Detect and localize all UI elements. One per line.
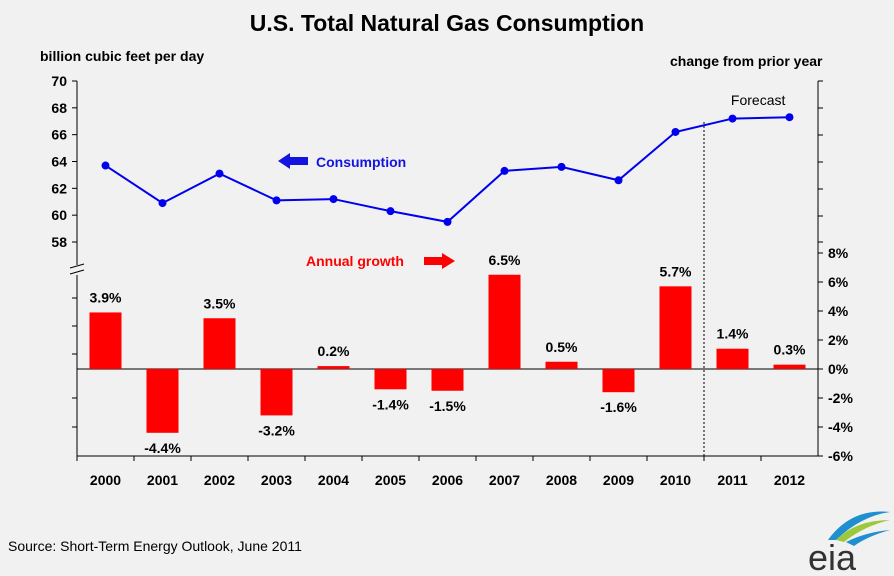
- left-tick-label: 70: [51, 73, 67, 89]
- right-tick-label: 6%: [828, 274, 849, 290]
- right-tick-label: -2%: [828, 390, 853, 406]
- eia-logo: eia: [808, 511, 890, 574]
- forecast-label: Forecast: [731, 92, 786, 108]
- growth-label-2005: -1.4%: [372, 396, 409, 412]
- growth-annotation: Annual growth: [306, 253, 404, 269]
- consumption-point-2010: [671, 127, 680, 136]
- x-tick-label-2011: 2011: [717, 472, 748, 488]
- growth-label-2009: -1.6%: [600, 399, 637, 415]
- growth-label-2011: 1.4%: [717, 326, 749, 342]
- consumption-point-2012: [785, 113, 794, 122]
- growth-label-2000: 3.9%: [90, 289, 122, 305]
- growth-bar-2006: [431, 369, 464, 391]
- x-tick-label-2007: 2007: [489, 472, 520, 488]
- left-tick-label: 60: [51, 207, 67, 223]
- growth-label-2001: -4.4%: [144, 440, 181, 456]
- growth-label-2012: 0.3%: [774, 342, 806, 358]
- growth-bar-2003: [260, 369, 293, 416]
- consumption-point-2001: [158, 199, 167, 208]
- growth-label-2010: 5.7%: [660, 263, 692, 279]
- growth-bar-2005: [374, 369, 407, 390]
- x-tick-label-2012: 2012: [774, 472, 805, 488]
- growth-label-2004: 0.2%: [318, 343, 350, 359]
- left-tick-label: 64: [51, 154, 67, 170]
- consumption-line: [104, 116, 790, 223]
- consumption-point-2003: [272, 196, 281, 205]
- growth-bar-2009: [602, 369, 635, 393]
- axis-break-mark: [69, 269, 85, 275]
- right-tick-label: -6%: [828, 448, 853, 464]
- x-tick-label-2000: 2000: [90, 472, 121, 488]
- growth-bar-2010: [659, 286, 692, 369]
- chart-title: U.S. Total Natural Gas Consumption: [249, 10, 645, 36]
- growth-bar-2012: [773, 364, 806, 369]
- left-tick-label: 58: [51, 234, 67, 250]
- right-tick-label: 2%: [828, 332, 849, 348]
- consumption-point-2000: [101, 161, 110, 170]
- x-tick-label-2002: 2002: [204, 472, 235, 488]
- x-tick-label-2010: 2010: [660, 472, 691, 488]
- right-tick-label: 0%: [828, 361, 849, 377]
- growth-bar-2011: [716, 348, 749, 369]
- consumption-point-2006: [443, 217, 452, 226]
- consumption-point-2008: [557, 162, 566, 171]
- right-tick-label: 8%: [828, 245, 849, 261]
- consumption-point-2005: [386, 207, 395, 216]
- growth-bar-2002: [203, 318, 236, 369]
- axis-break-mark: [69, 263, 85, 269]
- consumption-point-2002: [215, 169, 224, 178]
- logo-text: eia: [808, 537, 857, 574]
- growth-label-2007: 6.5%: [489, 252, 521, 268]
- left-axis-title: billion cubic feet per day: [40, 48, 205, 64]
- consumption-arrow: [278, 153, 308, 169]
- consumption-point-2007: [500, 166, 509, 175]
- growth-label-2006: -1.5%: [429, 398, 466, 414]
- x-tick-label-2006: 2006: [432, 472, 463, 488]
- left-tick-label: 68: [51, 100, 67, 116]
- x-tick-label-2001: 2001: [147, 472, 178, 488]
- growth-arrow: [424, 253, 455, 269]
- growth-bar-2000: [89, 312, 122, 369]
- consumption-annotation: Consumption: [316, 154, 406, 170]
- consumption-point-2004: [329, 195, 338, 204]
- growth-bar-2004: [317, 366, 350, 369]
- x-tick-label-2004: 2004: [318, 472, 349, 488]
- right-axis-title: change from prior year: [670, 53, 823, 69]
- source-note: Source: Short-Term Energy Outlook, June …: [8, 538, 302, 554]
- right-tick-label: -4%: [828, 419, 853, 435]
- consumption-point-2011: [728, 114, 737, 123]
- growth-label-2008: 0.5%: [546, 339, 578, 355]
- growth-label-2003: -3.2%: [258, 422, 295, 438]
- growth-bar-2001: [146, 369, 179, 433]
- left-tick-label: 66: [51, 127, 67, 143]
- x-tick-label-2005: 2005: [375, 472, 406, 488]
- growth-bar-2007: [488, 274, 521, 369]
- right-tick-label: 4%: [828, 303, 849, 319]
- growth-bar-2008: [545, 361, 578, 369]
- consumption-point-2009: [614, 176, 623, 185]
- x-tick-label-2003: 2003: [261, 472, 292, 488]
- x-tick-label-2009: 2009: [603, 472, 634, 488]
- growth-label-2002: 3.5%: [204, 295, 236, 311]
- x-tick-label-2008: 2008: [546, 472, 577, 488]
- left-tick-label: 62: [51, 180, 67, 196]
